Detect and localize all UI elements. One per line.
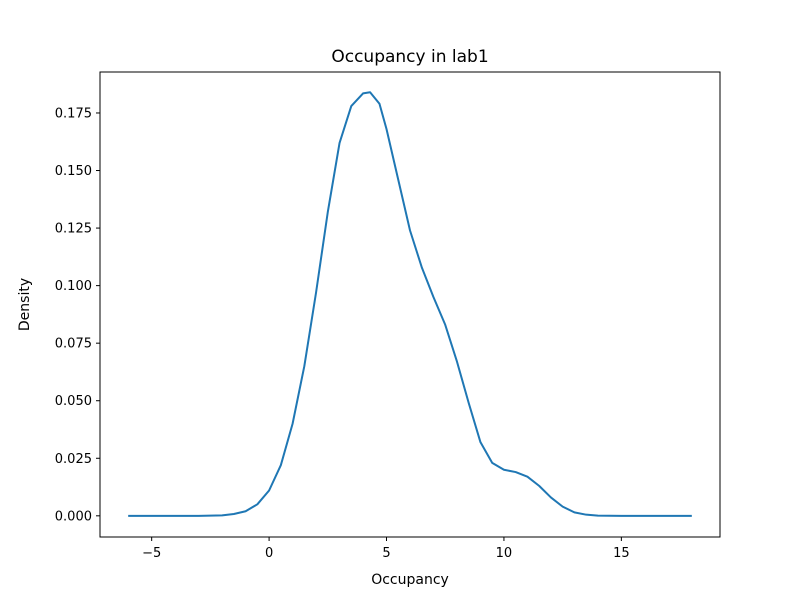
x-tick-label: 10 bbox=[496, 546, 513, 561]
y-axis-title: Density bbox=[17, 278, 33, 331]
y-tick-label: 0.000 bbox=[55, 509, 92, 524]
y-tick-label: 0.125 bbox=[55, 222, 92, 237]
x-tick-label: 5 bbox=[382, 546, 390, 561]
y-tick-label: 0.100 bbox=[55, 279, 92, 294]
x-tick-label: 0 bbox=[265, 546, 273, 561]
y-tick-label: 0.175 bbox=[55, 106, 92, 121]
y-tick-label: 0.050 bbox=[55, 394, 92, 409]
x-tick-label: 15 bbox=[613, 546, 630, 561]
x-tick-label: −5 bbox=[142, 546, 161, 561]
x-axis-title: Occupancy bbox=[371, 572, 449, 588]
density-line bbox=[128, 91, 692, 517]
y-tick-label: 0.025 bbox=[55, 452, 92, 467]
plot-frame bbox=[99, 71, 721, 538]
y-tick-label: 0.150 bbox=[55, 164, 92, 179]
y-tick-label: 0.075 bbox=[55, 337, 92, 352]
chart-title: Occupancy in lab1 bbox=[331, 47, 488, 67]
